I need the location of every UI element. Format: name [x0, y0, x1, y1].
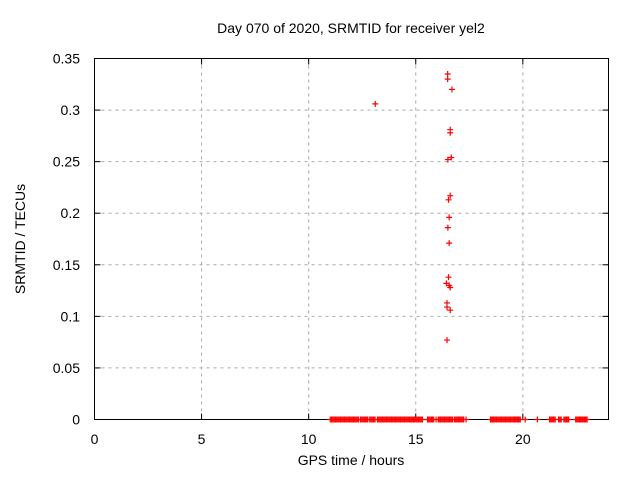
y-tick-label: 0.05	[53, 360, 80, 376]
x-tick-label: 0	[91, 431, 99, 447]
y-tick-label: 0.2	[61, 205, 81, 221]
axes	[94, 58, 609, 420]
x-tick-label: 15	[408, 431, 424, 447]
data-points-layer	[327, 70, 591, 423]
x-tick-label: 10	[301, 431, 317, 447]
chart-title: Day 070 of 2020, SRMTID for receiver yel…	[217, 20, 485, 36]
y-tick-label: 0	[72, 412, 80, 428]
y-axis-label: SRMTID / TECUs	[12, 184, 28, 294]
baseline-points	[327, 416, 591, 423]
x-tick-label: 20	[515, 431, 531, 447]
data-points	[372, 70, 455, 344]
y-tick-label: 0.3	[61, 102, 81, 118]
tick-labels: 0 5 10 15 20 0 0.05 0.1 0.15 0.2 0.25 0.3 0.35	[53, 51, 531, 448]
y-tick-label: 0.25	[53, 154, 80, 170]
y-tick-label: 0.1	[61, 308, 81, 324]
y-tick-label: 0.35	[53, 51, 80, 67]
gridlines	[94, 58, 609, 420]
x-tick-label: 5	[198, 431, 206, 447]
plot-border	[94, 58, 609, 420]
y-tick-label: 0.15	[53, 257, 80, 273]
x-axis-label: GPS time / hours	[298, 452, 405, 468]
